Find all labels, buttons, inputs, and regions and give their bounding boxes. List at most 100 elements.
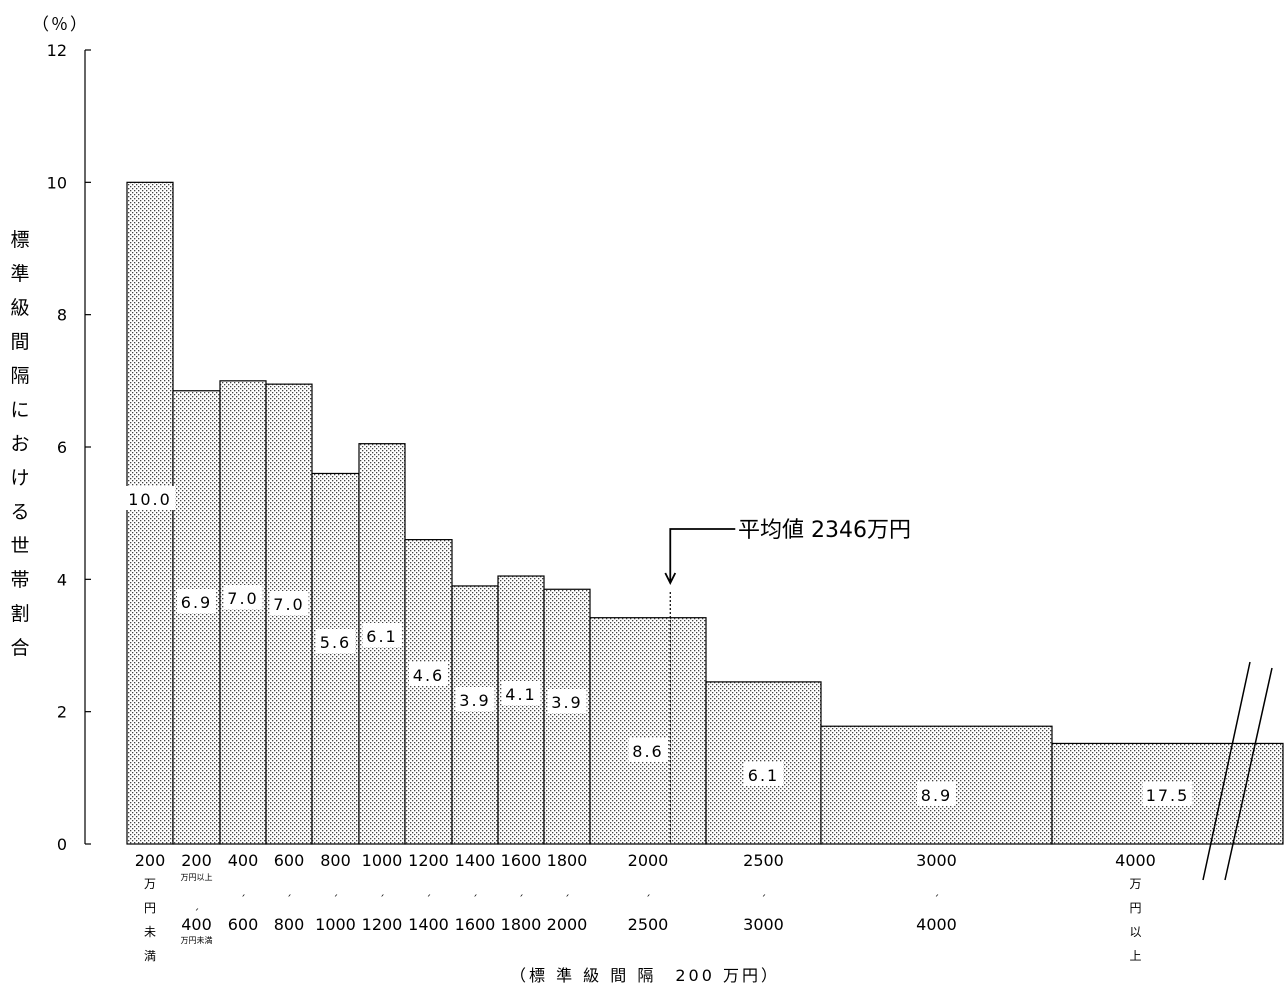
y-axis-title-char: 合 bbox=[10, 637, 30, 659]
x-tick-label: 1600 ˏ 1800 bbox=[501, 851, 542, 934]
data-label: 7.0 bbox=[223, 585, 263, 609]
svg-text:ˏ: ˏ bbox=[286, 884, 292, 897]
x-tick-label: 3000 ˏ 4000 bbox=[916, 851, 957, 934]
data-label: 10.0 bbox=[125, 486, 175, 510]
svg-text:未: 未 bbox=[144, 925, 156, 939]
svg-text:800: 800 bbox=[274, 915, 305, 934]
svg-text:2500: 2500 bbox=[743, 851, 784, 870]
x-tick-label: 1200 ˏ 1400 bbox=[408, 851, 449, 934]
y-unit-label: （％） bbox=[32, 15, 89, 35]
x-tick-label: 2500 ˏ 3000 bbox=[743, 851, 784, 934]
data-label: 6.9 bbox=[177, 589, 216, 613]
y-axis-title-char: に bbox=[10, 399, 30, 421]
data-label: 3.9 bbox=[455, 687, 495, 711]
svg-text:ˏ: ˏ bbox=[518, 884, 524, 897]
svg-text:ˏ: ˏ bbox=[564, 884, 570, 897]
bar bbox=[543, 588, 591, 845]
data-label: 4.6 bbox=[409, 662, 448, 686]
svg-text:400: 400 bbox=[228, 851, 259, 870]
svg-text:4000: 4000 bbox=[916, 915, 957, 934]
svg-text:3.9: 3.9 bbox=[459, 691, 490, 710]
bar bbox=[219, 380, 267, 845]
svg-text:6.1: 6.1 bbox=[748, 766, 779, 785]
y-tick-label: 8 bbox=[57, 306, 67, 325]
svg-text:万円未満: 万円未満 bbox=[181, 935, 213, 945]
svg-text:7.0: 7.0 bbox=[273, 595, 304, 614]
svg-text:円: 円 bbox=[1129, 901, 1141, 915]
svg-text:ˏ: ˏ bbox=[761, 884, 767, 897]
svg-text:ˏ: ˏ bbox=[645, 884, 651, 897]
svg-text:ˏ: ˏ bbox=[426, 884, 432, 897]
svg-text:ˏ: ˏ bbox=[379, 884, 385, 897]
bar bbox=[451, 585, 499, 845]
mean-annotation: 平均値 2346万円 bbox=[738, 518, 911, 543]
y-axis-title-char: 帯 bbox=[10, 569, 30, 591]
svg-text:1400: 1400 bbox=[455, 851, 496, 870]
y-axis-title-char: る bbox=[10, 501, 30, 523]
x-tick-label: 400 ˏ 600 bbox=[228, 851, 259, 934]
data-label: 3.9 bbox=[547, 689, 587, 713]
data-label: 17.5 bbox=[1142, 782, 1193, 806]
y-axis-title-char: 級 bbox=[10, 297, 30, 319]
svg-text:1800: 1800 bbox=[501, 915, 542, 934]
y-tick-label: 0 bbox=[57, 835, 67, 854]
svg-text:ˏ: ˏ bbox=[934, 884, 940, 897]
y-axis-title-char: 隔 bbox=[10, 365, 30, 387]
data-label: 7.0 bbox=[269, 591, 309, 615]
x-axis-title: （標 準 級 間 隔 200 万円） bbox=[510, 966, 780, 985]
y-axis-title-char: 間 bbox=[10, 331, 30, 353]
svg-text:1000: 1000 bbox=[362, 851, 403, 870]
data-label: 4.1 bbox=[501, 681, 541, 705]
svg-text:1400: 1400 bbox=[408, 915, 449, 934]
svg-text:8.6: 8.6 bbox=[632, 742, 663, 761]
y-tick-label: 10 bbox=[47, 173, 67, 192]
data-label: 8.6 bbox=[628, 738, 668, 762]
y-axis-title-char: 世 bbox=[10, 535, 30, 557]
svg-text:1200: 1200 bbox=[408, 851, 449, 870]
svg-text:1000: 1000 bbox=[315, 915, 356, 934]
y-tick-label: 12 bbox=[47, 41, 67, 60]
axis-break-mark bbox=[1202, 661, 1273, 881]
svg-text:10.0: 10.0 bbox=[128, 490, 172, 509]
svg-text:2500: 2500 bbox=[628, 915, 669, 934]
svg-text:ˏ: ˏ bbox=[472, 884, 478, 897]
x-tick-label: 200 万円未満 bbox=[135, 851, 166, 963]
svg-text:6.9: 6.9 bbox=[181, 593, 212, 612]
data-label: 6.1 bbox=[744, 762, 783, 786]
svg-text:万: 万 bbox=[1129, 877, 1141, 891]
y-axis-title-char: お bbox=[10, 433, 30, 455]
bar bbox=[404, 539, 453, 845]
svg-text:万円以上: 万円以上 bbox=[181, 873, 213, 882]
svg-text:満: 満 bbox=[144, 949, 156, 963]
svg-text:4000: 4000 bbox=[1115, 851, 1156, 870]
svg-text:6.1: 6.1 bbox=[366, 627, 397, 646]
svg-text:2000: 2000 bbox=[628, 851, 669, 870]
data-label: 6.1 bbox=[362, 623, 402, 647]
svg-text:上: 上 bbox=[1129, 949, 1141, 963]
svg-text:ˏ: ˏ bbox=[333, 884, 339, 897]
x-tick-label: 4000 万円以上 bbox=[1115, 851, 1156, 963]
y-axis-title-char: 準 bbox=[10, 263, 30, 285]
bar bbox=[497, 575, 545, 845]
x-tick-label: 1400 ˏ 1600 bbox=[455, 851, 496, 934]
svg-text:1800: 1800 bbox=[547, 851, 588, 870]
svg-text:4.1: 4.1 bbox=[505, 685, 536, 704]
svg-text:800: 800 bbox=[320, 851, 351, 870]
svg-text:600: 600 bbox=[274, 851, 305, 870]
svg-text:2000: 2000 bbox=[547, 915, 588, 934]
svg-text:7.0: 7.0 bbox=[227, 589, 258, 608]
x-tick-label: 1800 ˏ 2000 bbox=[547, 851, 588, 934]
svg-text:ˏ: ˏ bbox=[240, 884, 246, 897]
svg-text:200: 200 bbox=[135, 851, 166, 870]
svg-text:4.6: 4.6 bbox=[413, 666, 444, 685]
svg-text:以: 以 bbox=[1129, 925, 1141, 939]
svg-text:400: 400 bbox=[181, 915, 212, 934]
svg-text:3.9: 3.9 bbox=[551, 693, 582, 712]
svg-text:ˏ: ˏ bbox=[194, 898, 200, 911]
svg-text:600: 600 bbox=[228, 915, 259, 934]
y-tick-label: 4 bbox=[57, 570, 67, 589]
svg-text:1600: 1600 bbox=[455, 915, 496, 934]
mean-arrow bbox=[664, 528, 736, 586]
